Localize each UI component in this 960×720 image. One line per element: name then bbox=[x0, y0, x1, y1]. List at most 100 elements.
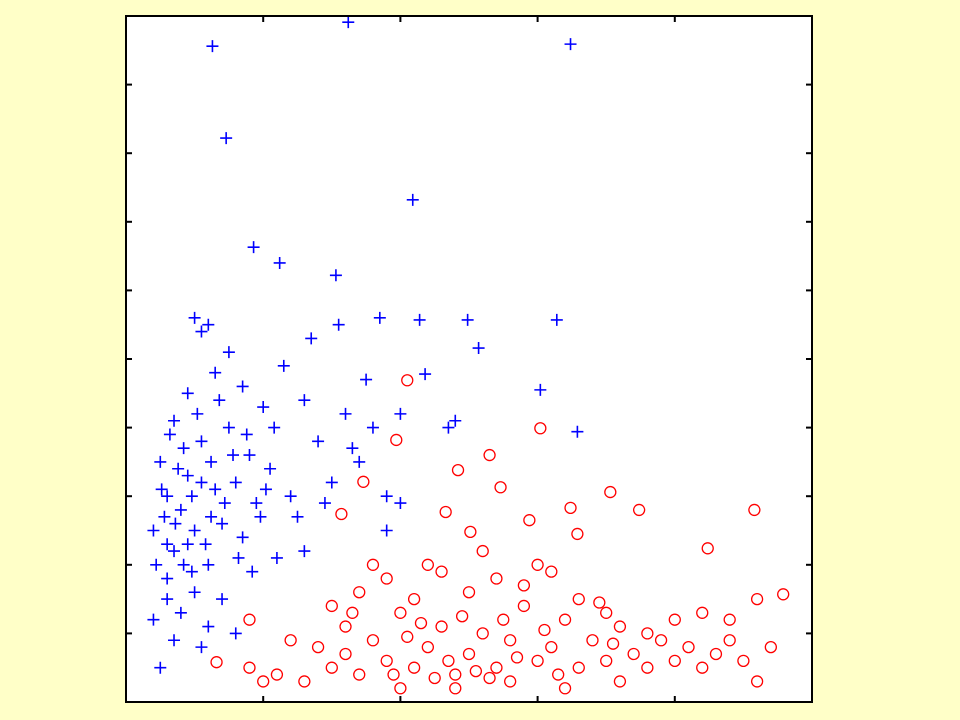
point bbox=[236, 531, 249, 544]
point bbox=[246, 565, 259, 578]
point bbox=[161, 490, 174, 503]
point bbox=[696, 606, 709, 619]
point bbox=[270, 668, 284, 681]
point bbox=[366, 421, 379, 434]
point bbox=[531, 654, 544, 667]
point bbox=[414, 616, 428, 630]
point bbox=[342, 16, 355, 29]
point bbox=[236, 380, 249, 393]
point bbox=[538, 623, 551, 637]
point bbox=[346, 606, 359, 619]
point bbox=[168, 545, 181, 558]
point bbox=[497, 613, 510, 626]
point bbox=[169, 517, 182, 530]
point bbox=[483, 448, 496, 462]
point bbox=[394, 407, 407, 420]
point bbox=[346, 442, 359, 455]
point bbox=[545, 640, 558, 654]
point bbox=[243, 613, 256, 626]
point bbox=[205, 510, 218, 523]
point bbox=[222, 346, 235, 359]
point bbox=[325, 599, 338, 613]
point bbox=[216, 517, 229, 530]
point bbox=[298, 394, 311, 407]
point bbox=[229, 476, 242, 489]
point bbox=[240, 428, 253, 441]
point bbox=[472, 342, 485, 355]
point bbox=[777, 588, 790, 601]
point bbox=[163, 428, 176, 441]
point bbox=[273, 256, 286, 269]
point bbox=[439, 505, 452, 519]
point bbox=[600, 654, 613, 667]
point bbox=[545, 565, 558, 578]
point bbox=[550, 313, 563, 326]
point bbox=[185, 565, 198, 578]
point bbox=[216, 593, 229, 606]
point bbox=[325, 661, 338, 674]
point bbox=[311, 640, 325, 654]
point bbox=[195, 325, 208, 338]
point bbox=[177, 558, 190, 571]
point bbox=[277, 359, 290, 372]
point bbox=[750, 675, 764, 688]
point bbox=[254, 510, 267, 523]
point bbox=[268, 421, 281, 434]
point bbox=[449, 668, 462, 681]
point bbox=[494, 481, 507, 494]
point bbox=[421, 558, 434, 571]
point bbox=[154, 455, 167, 468]
point bbox=[504, 675, 517, 688]
point bbox=[181, 387, 194, 400]
point bbox=[461, 313, 474, 326]
point bbox=[406, 193, 419, 206]
point bbox=[709, 647, 723, 661]
point bbox=[247, 241, 260, 254]
point bbox=[394, 606, 407, 619]
point bbox=[552, 668, 565, 681]
point bbox=[284, 490, 297, 503]
point bbox=[464, 525, 477, 539]
point bbox=[490, 661, 503, 674]
point bbox=[380, 490, 393, 503]
point bbox=[419, 368, 432, 381]
point bbox=[188, 524, 201, 537]
point bbox=[270, 551, 283, 564]
point bbox=[558, 613, 572, 626]
point bbox=[401, 630, 414, 643]
point bbox=[318, 497, 331, 510]
point bbox=[476, 627, 489, 640]
point bbox=[161, 572, 174, 585]
point bbox=[572, 661, 585, 674]
point bbox=[257, 675, 270, 688]
point bbox=[558, 682, 572, 695]
point bbox=[604, 485, 617, 499]
point bbox=[641, 661, 654, 674]
point bbox=[442, 421, 455, 434]
point bbox=[339, 647, 352, 661]
point bbox=[353, 586, 366, 599]
point bbox=[284, 634, 297, 647]
point bbox=[222, 421, 235, 434]
point bbox=[147, 613, 160, 626]
point bbox=[174, 606, 187, 619]
point bbox=[202, 620, 215, 633]
point bbox=[523, 514, 536, 527]
point bbox=[531, 558, 544, 571]
point bbox=[206, 40, 219, 53]
point bbox=[462, 647, 476, 661]
point bbox=[571, 425, 584, 438]
point bbox=[750, 592, 764, 606]
point bbox=[150, 558, 163, 571]
point bbox=[177, 442, 190, 455]
point bbox=[504, 634, 517, 647]
point bbox=[483, 671, 496, 685]
point bbox=[476, 544, 489, 558]
point bbox=[413, 313, 426, 326]
point bbox=[174, 503, 187, 516]
point bbox=[455, 610, 469, 623]
point bbox=[613, 675, 627, 688]
point bbox=[243, 449, 256, 462]
point bbox=[195, 435, 208, 448]
point bbox=[325, 476, 338, 489]
